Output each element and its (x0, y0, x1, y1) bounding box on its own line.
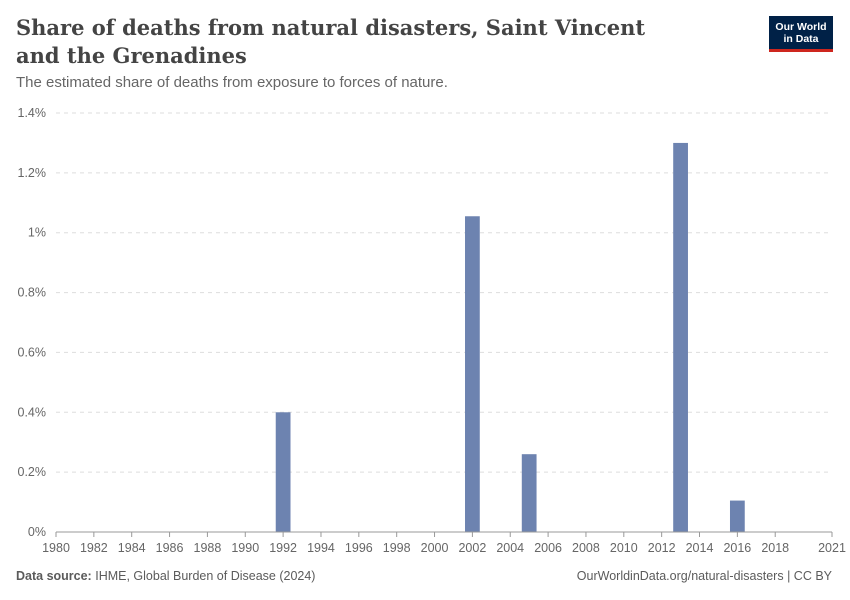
bar (729, 500, 745, 532)
y-tick-label: 0% (28, 525, 46, 539)
x-tick-label: 1982 (80, 541, 108, 555)
x-tick-label: 2010 (610, 541, 638, 555)
x-tick-label: 1990 (231, 541, 259, 555)
x-tick-label: 2018 (761, 541, 789, 555)
x-tick-label: 1998 (383, 541, 411, 555)
x-tick-label: 1980 (42, 541, 70, 555)
x-axis-ticks: 1980 1982 1984 1986 1988 1990 1992 1994 1996 1998… (42, 532, 846, 555)
data-source-label: Data source: (16, 569, 92, 583)
x-tick-label: 2006 (534, 541, 562, 555)
x-tick-label: 1984 (118, 541, 146, 555)
y-tick-label: 1% (28, 226, 46, 240)
x-tick-label: 2021 (818, 541, 846, 555)
bar-chart: 0%0.2%0.4%0.6%0.8%1%1.2%1.4% 1980 1982 198… (18, 106, 846, 555)
x-tick-label: 2002 (458, 541, 486, 555)
chart-subtitle: The estimated share of deaths from expos… (16, 74, 448, 91)
x-tick-label: 1992 (269, 541, 297, 555)
x-tick-label: 1986 (156, 541, 184, 555)
grid-lines (56, 112, 832, 473)
x-tick-label: 2008 (572, 541, 600, 555)
bar (673, 142, 688, 532)
data-source-text: IHME, Global Burden of Disease (2024) (95, 569, 316, 583)
logo-line-2: in Data (783, 32, 819, 45)
y-tick-label: 0.4% (18, 405, 47, 419)
data-source: Data source: IHME, Global Burden of Dise… (16, 569, 315, 583)
x-tick-label: 1994 (307, 541, 335, 555)
bar (465, 216, 480, 532)
y-axis-ticks: 0% 0.2% 0.4% 0.6% 0.8% 1% 1.2% 1.4% (18, 106, 47, 539)
y-tick-label: 0.6% (18, 345, 47, 359)
x-tick-label: 2000 (421, 541, 449, 555)
bars (275, 142, 745, 532)
x-tick-label: 2004 (496, 541, 524, 555)
x-tick-label: 2012 (648, 541, 676, 555)
chart-title: Share of deaths from natural disasters, … (16, 15, 646, 68)
y-tick-label: 1.4% (18, 106, 47, 120)
x-tick-label: 2016 (723, 541, 751, 555)
y-tick-label: 0.2% (18, 465, 47, 479)
x-tick-label: 1988 (194, 541, 222, 555)
bar (521, 454, 537, 532)
x-tick-label: 2014 (686, 541, 714, 555)
owid-logo[interactable]: Our World in Data (769, 16, 833, 52)
bar (275, 412, 291, 532)
logo-line-1: Our World (775, 20, 827, 33)
x-tick-label: 1996 (345, 541, 373, 555)
y-tick-label: 1.2% (18, 166, 47, 180)
source-link[interactable]: OurWorldinData.org/natural-disasters | C… (576, 569, 832, 583)
y-tick-label: 0.8% (18, 286, 47, 300)
